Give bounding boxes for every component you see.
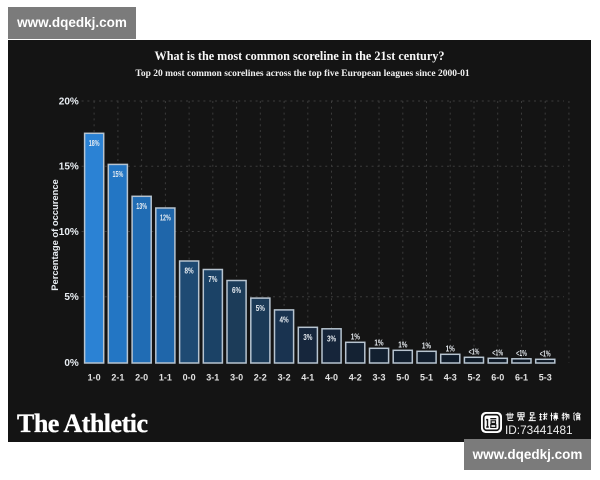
svg-text:1%: 1% <box>446 345 456 354</box>
svg-text:2-2: 2-2 <box>254 373 267 383</box>
svg-text:<1%: <1% <box>492 349 503 358</box>
svg-text:0%: 0% <box>64 358 79 369</box>
svg-text:18%: 18% <box>89 139 100 148</box>
svg-text:4-2: 4-2 <box>349 373 362 383</box>
svg-text:6-1: 6-1 <box>515 373 528 383</box>
svg-text:3-1: 3-1 <box>206 373 219 383</box>
svg-text:20%: 20% <box>59 96 79 107</box>
svg-text:4-1: 4-1 <box>301 373 314 383</box>
svg-text:<1%: <1% <box>540 350 551 359</box>
svg-text:6-0: 6-0 <box>491 373 504 383</box>
svg-text:12%: 12% <box>160 214 171 223</box>
svg-text:5-2: 5-2 <box>467 373 480 383</box>
svg-text:5%: 5% <box>64 292 79 303</box>
svg-text:6%: 6% <box>232 286 242 295</box>
svg-text:1%: 1% <box>351 333 361 342</box>
svg-text:3%: 3% <box>303 333 313 342</box>
svg-text:1%: 1% <box>374 339 384 348</box>
svg-text:5-3: 5-3 <box>539 373 552 383</box>
svg-text:1%: 1% <box>398 341 408 350</box>
svg-text:4%: 4% <box>280 316 290 325</box>
svg-text:4-0: 4-0 <box>325 373 338 383</box>
svg-text:3%: 3% <box>327 335 337 344</box>
svg-text:<1%: <1% <box>469 348 480 357</box>
svg-text:3-2: 3-2 <box>278 373 291 383</box>
svg-text:3-3: 3-3 <box>372 373 385 383</box>
svg-text:5%: 5% <box>256 304 266 313</box>
svg-text:10%: 10% <box>59 227 79 238</box>
svg-text:15%: 15% <box>59 162 79 173</box>
svg-text:13%: 13% <box>136 202 147 211</box>
svg-text:0-0: 0-0 <box>183 373 196 383</box>
svg-text:3-0: 3-0 <box>230 373 243 383</box>
svg-text:1%: 1% <box>422 342 432 351</box>
svg-text:5-1: 5-1 <box>420 373 433 383</box>
svg-text:<1%: <1% <box>516 349 527 358</box>
svg-text:1-1: 1-1 <box>159 373 172 383</box>
svg-text:1-0: 1-0 <box>88 373 101 383</box>
svg-text:Percentage of occurence: Percentage of occurence <box>49 179 60 291</box>
svg-text:5-0: 5-0 <box>396 373 409 383</box>
svg-text:15%: 15% <box>113 170 124 179</box>
svg-text:7%: 7% <box>208 275 218 284</box>
svg-text:4-3: 4-3 <box>444 373 457 383</box>
svg-text:8%: 8% <box>185 267 195 276</box>
svg-text:2-0: 2-0 <box>135 373 148 383</box>
svg-text:2-1: 2-1 <box>111 373 124 383</box>
